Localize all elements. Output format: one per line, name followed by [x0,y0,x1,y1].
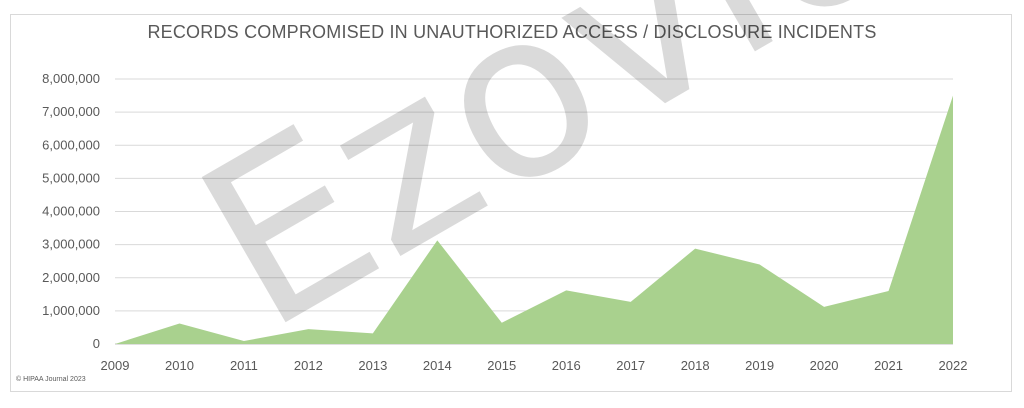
y-tick-label: 3,000,000 [42,237,100,252]
x-tick-label: 2022 [939,358,968,373]
y-tick-label: 7,000,000 [42,104,100,119]
x-tick-label: 2011 [230,358,258,373]
data-point [629,300,633,304]
y-tick-label: 2,000,000 [42,270,100,285]
y-axis-labels: 0 1,000,000 2,000,000 3,000,000 4,000,000 5,0… [42,71,100,351]
x-axis-labels: 2009 2010 2011 2012 2013 2014 2015 2016 2017 2018… [101,358,968,373]
copyright-note: © HIPAA Journal 2023 [16,376,86,383]
x-tick-label: 2016 [552,358,581,373]
data-point [951,94,955,98]
x-tick-label: 2012 [294,358,323,373]
x-tick-label: 2021 [874,358,903,373]
y-tick-label: 0 [93,336,100,351]
data-point [887,289,891,293]
area-series [113,94,955,346]
data-point [177,321,181,325]
data-point [693,247,697,251]
data-point [564,288,568,292]
x-tick-label: 2010 [165,358,194,373]
x-tick-label: 2017 [616,358,645,373]
y-tick-label: 6,000,000 [42,137,100,152]
x-tick-label: 2019 [745,358,774,373]
y-tick-label: 1,000,000 [42,303,100,318]
data-point [435,238,439,242]
area-fill [115,95,953,344]
data-point [500,321,504,325]
x-tick-label: 2013 [358,358,387,373]
x-tick-label: 2014 [423,358,452,373]
x-tick-label: 2020 [810,358,839,373]
data-point [113,342,117,346]
data-point [306,327,310,331]
data-point [822,305,826,309]
chart-title: RECORDS COMPROMISED IN UNAUTHORIZED ACCE… [147,22,877,42]
data-point [371,331,375,335]
x-tick-label: 2009 [101,358,130,373]
y-tick-label: 8,000,000 [42,71,100,86]
y-tick-label: 4,000,000 [42,204,100,219]
data-point [758,263,762,267]
x-tick-label: 2015 [487,358,516,373]
x-tick-label: 2018 [681,358,710,373]
data-point [242,339,246,343]
gridlines [115,78,953,345]
y-tick-label: 5,000,000 [42,170,100,185]
